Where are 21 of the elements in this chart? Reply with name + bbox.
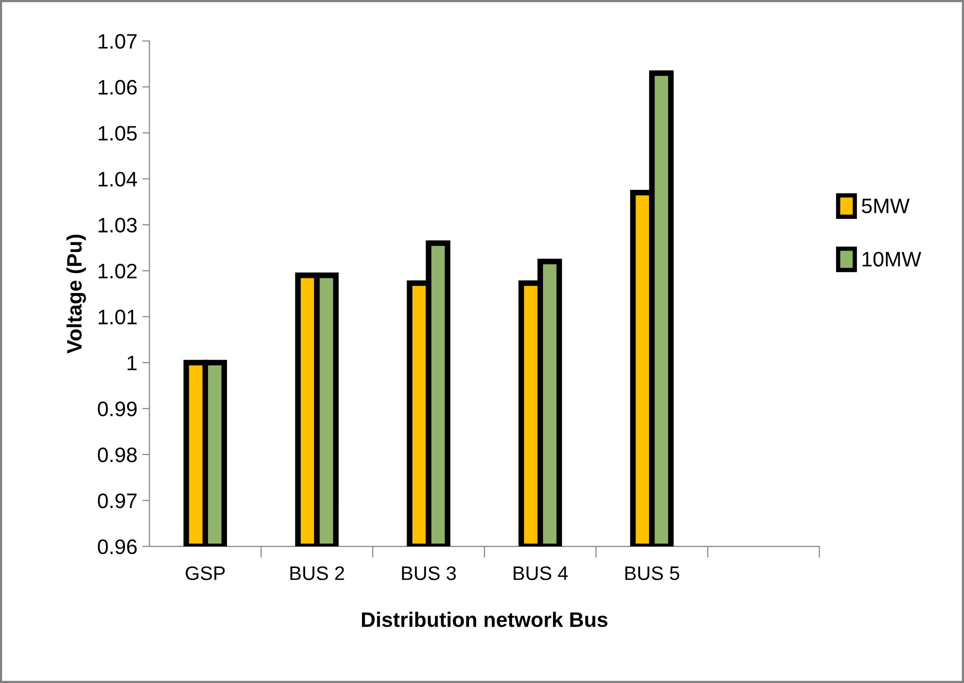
y-tick-label: 0.96	[98, 539, 137, 554]
x-tick-label: BUS 3	[402, 566, 456, 580]
x-axis-title: Distribution network Bus	[362, 612, 608, 628]
y-tick-label: 0.97	[98, 493, 137, 508]
y-axis-title: Voltage (Pu)	[66, 234, 86, 354]
y-tick-label: 1.07	[98, 34, 137, 49]
legend-label: 5MW	[862, 198, 910, 214]
x-tick-label: BUS 5	[625, 566, 680, 580]
legend-label: 10MW	[862, 252, 922, 267]
x-tick-label: BUS 4	[514, 566, 568, 580]
y-tick-label: 1.03	[98, 218, 137, 233]
y-tick-label: 1.04	[98, 172, 138, 187]
y-tick-label: 1.01	[98, 310, 137, 324]
y-tick-label: 1.06	[98, 80, 137, 95]
y-tick-label: 0.98	[98, 448, 137, 462]
y-tick-label: 1.05	[98, 126, 137, 141]
y-tick-label: 0.99	[98, 402, 137, 416]
y-tick-label: 1.02	[98, 264, 137, 278]
x-tick-label: GSP	[186, 566, 225, 580]
x-tick-label: BUS 2	[290, 566, 344, 580]
y-tick-label: 1	[128, 356, 137, 370]
